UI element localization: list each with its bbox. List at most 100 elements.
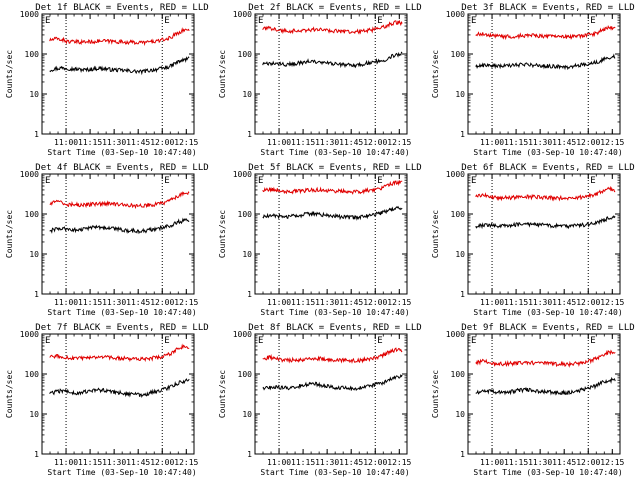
y-tick-label: 100 bbox=[25, 370, 40, 379]
y-tick-label: 1000 bbox=[20, 170, 39, 179]
x-tick-label: 11:45 bbox=[339, 298, 363, 307]
event-marker-left: E bbox=[471, 16, 476, 26]
event-marker-left: E bbox=[258, 176, 263, 186]
x-axis-label: Start Time (03-Sep-10 10:47:40) bbox=[260, 308, 409, 317]
y-axis-label: Counts/sec bbox=[218, 210, 227, 258]
x-axis-label: Start Time (03-Sep-10 10:47:40) bbox=[260, 148, 409, 157]
y-tick-label: 1000 bbox=[233, 170, 252, 179]
y-tick-label: 100 bbox=[238, 370, 253, 379]
plot-frame bbox=[254, 13, 408, 135]
events-series-line bbox=[475, 376, 616, 396]
x-tick-label: 11:00 bbox=[267, 138, 291, 147]
panel-det-1: Det 1f BLACK = Events, RED = LLD 1 10 100 10… bbox=[5, 3, 209, 157]
event-marker-right: E bbox=[164, 336, 169, 346]
y-tick-label: 100 bbox=[451, 50, 466, 59]
panel-det-8: Det 8f BLACK = Events, RED = LLD 1 10 100 10… bbox=[218, 323, 422, 477]
event-marker-left: E bbox=[45, 336, 50, 346]
y-tick-label: 1 bbox=[34, 290, 39, 299]
panel-det-9: Det 9f BLACK = Events, RED = LLD 1 10 100 10… bbox=[431, 323, 635, 477]
x-tick-label: 11:15 bbox=[78, 138, 102, 147]
x-tick-label: 11:15 bbox=[78, 458, 102, 467]
y-tick-label: 100 bbox=[238, 50, 253, 59]
y-tick-label: 1000 bbox=[446, 330, 465, 339]
panel-det-7: Det 7f BLACK = Events, RED = LLD 1 10 100 10… bbox=[5, 323, 209, 477]
x-tick-label: 11:00 bbox=[54, 298, 78, 307]
x-tick-label: 11:45 bbox=[126, 298, 150, 307]
x-tick-label: 11:45 bbox=[126, 138, 150, 147]
lld-series-line bbox=[49, 27, 190, 47]
plot-frame bbox=[41, 333, 195, 455]
x-tick-label: 11:00 bbox=[480, 138, 504, 147]
x-tick-label: 11:45 bbox=[552, 138, 576, 147]
event-marker-right: E bbox=[377, 16, 382, 26]
x-tick-label: 11:30 bbox=[315, 138, 339, 147]
y-tick-label: 1000 bbox=[20, 10, 39, 19]
x-tick-label: 11:15 bbox=[291, 458, 315, 467]
panel-det-5: Det 5f BLACK = Events, RED = LLD 1 10 100 10… bbox=[218, 163, 422, 317]
panel-title: Det 2f BLACK = Events, RED = LLD bbox=[248, 3, 421, 13]
x-tick-label: 11:45 bbox=[126, 458, 150, 467]
x-tick-label: 12:15 bbox=[600, 138, 624, 147]
x-tick-label: 12:00 bbox=[150, 298, 174, 307]
panel-title: Det 5f BLACK = Events, RED = LLD bbox=[248, 163, 421, 173]
y-tick-label: 1 bbox=[247, 290, 252, 299]
y-tick-label: 1000 bbox=[446, 170, 465, 179]
panel-det-4: Det 4f BLACK = Events, RED = LLD 1 10 100 10… bbox=[5, 163, 209, 317]
x-axis-label: Start Time (03-Sep-10 10:47:40) bbox=[47, 148, 196, 157]
lld-series-line bbox=[49, 343, 190, 363]
event-marker-right: E bbox=[164, 176, 169, 186]
panel-det-3: Det 3f BLACK = Events, RED = LLD 1 10 100 10… bbox=[431, 3, 635, 157]
plot-frame bbox=[467, 173, 621, 295]
y-tick-label: 1000 bbox=[20, 330, 39, 339]
x-tick-label: 11:45 bbox=[552, 298, 576, 307]
panel-title: Det 9f BLACK = Events, RED = LLD bbox=[461, 323, 634, 333]
panel-title: Det 1f BLACK = Events, RED = LLD bbox=[35, 3, 208, 13]
x-tick-label: 11:30 bbox=[528, 298, 552, 307]
x-tick-label: 11:00 bbox=[267, 298, 291, 307]
x-axis-label: Start Time (03-Sep-10 10:47:40) bbox=[47, 468, 196, 477]
events-series-line bbox=[262, 205, 403, 221]
y-axis-label: Counts/sec bbox=[431, 50, 440, 98]
y-tick-label: 100 bbox=[238, 210, 253, 219]
y-axis-label: Counts/sec bbox=[5, 50, 14, 98]
x-tick-label: 11:15 bbox=[291, 298, 315, 307]
x-tick-label: 11:00 bbox=[267, 458, 291, 467]
y-tick-label: 10 bbox=[29, 410, 39, 419]
y-tick-label: 1 bbox=[247, 130, 252, 139]
events-series-line bbox=[262, 374, 403, 392]
event-marker-left: E bbox=[258, 336, 263, 346]
x-tick-label: 12:00 bbox=[150, 458, 174, 467]
y-tick-label: 100 bbox=[451, 370, 466, 379]
x-axis-label: Start Time (03-Sep-10 10:47:40) bbox=[260, 468, 409, 477]
event-marker-right: E bbox=[590, 336, 595, 346]
panel-title: Det 4f BLACK = Events, RED = LLD bbox=[35, 163, 208, 173]
lld-series-line bbox=[475, 185, 616, 202]
events-series-line bbox=[475, 53, 616, 71]
x-tick-label: 12:15 bbox=[174, 138, 198, 147]
lld-series-line bbox=[49, 191, 190, 210]
panel-title: Det 6f BLACK = Events, RED = LLD bbox=[461, 163, 634, 173]
x-tick-label: 12:15 bbox=[387, 138, 411, 147]
lld-series-line bbox=[262, 179, 403, 195]
lld-series-line bbox=[262, 19, 403, 35]
y-axis-label: Counts/sec bbox=[5, 210, 14, 258]
plot-frame bbox=[254, 173, 408, 295]
y-tick-label: 1 bbox=[460, 130, 465, 139]
x-axis-label: Start Time (03-Sep-10 10:47:40) bbox=[473, 148, 622, 157]
y-tick-label: 100 bbox=[451, 210, 466, 219]
x-tick-label: 11:15 bbox=[78, 298, 102, 307]
x-tick-label: 11:30 bbox=[102, 138, 126, 147]
x-tick-label: 11:15 bbox=[291, 138, 315, 147]
y-axis-label: Counts/sec bbox=[218, 50, 227, 98]
x-tick-label: 12:00 bbox=[576, 298, 600, 307]
x-tick-label: 12:15 bbox=[174, 298, 198, 307]
x-tick-label: 12:15 bbox=[387, 298, 411, 307]
y-tick-label: 10 bbox=[455, 250, 465, 259]
y-tick-label: 100 bbox=[25, 210, 40, 219]
x-tick-label: 12:00 bbox=[363, 138, 387, 147]
plot-frame bbox=[41, 173, 195, 295]
y-tick-label: 10 bbox=[242, 90, 252, 99]
event-marker-left: E bbox=[471, 176, 476, 186]
events-series-line bbox=[262, 51, 403, 69]
